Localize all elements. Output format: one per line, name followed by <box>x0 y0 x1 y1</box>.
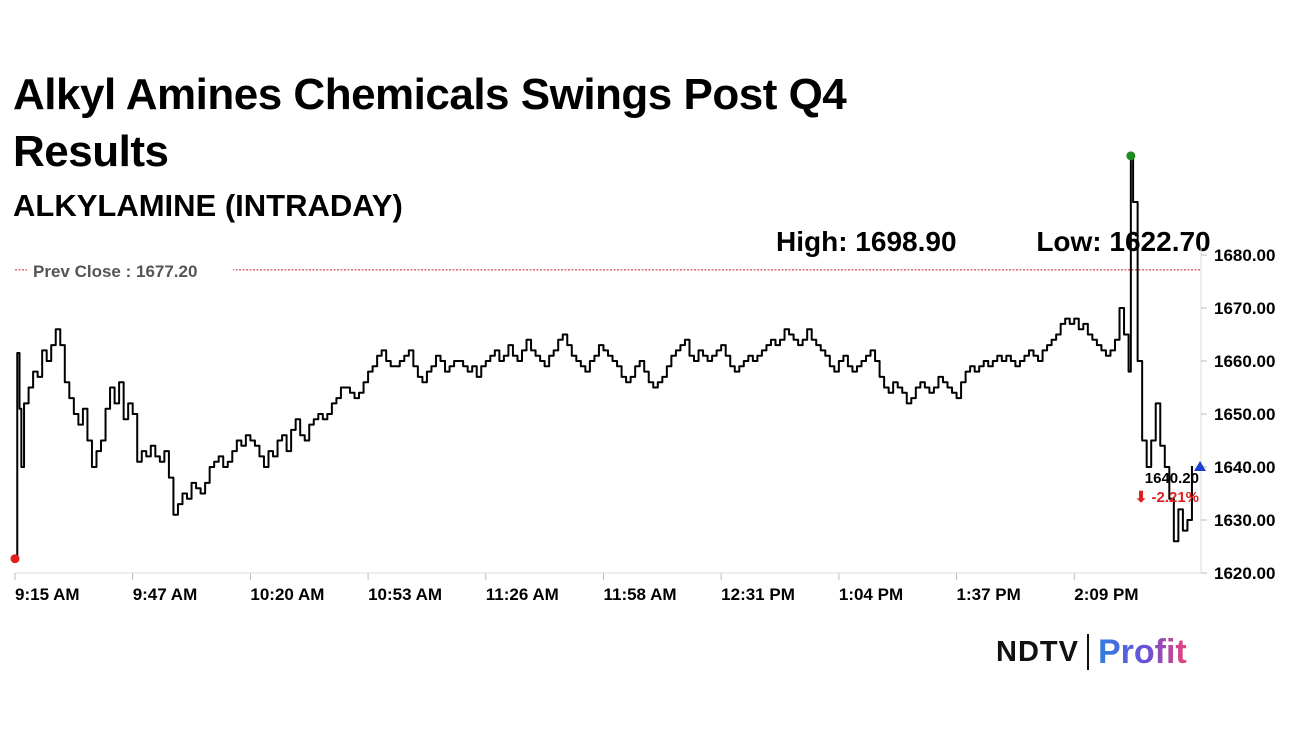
price-series-line <box>15 153 1193 560</box>
ndtv-logo-text: NDTV <box>996 635 1079 668</box>
ndtv-profit-logo: NDTV Profit <box>996 632 1187 672</box>
y-tick-label: 1680.00 <box>1214 246 1275 265</box>
y-tick-label: 1620.00 <box>1214 564 1275 583</box>
last-price-marker <box>1194 460 1206 471</box>
x-tick-label: 11:26 AM <box>486 585 559 604</box>
high-label: High: 1698.90 <box>776 226 957 257</box>
x-tick-label: 10:53 AM <box>368 585 442 604</box>
high-low-stats: High: 1698.90 Low: 1622.70 <box>776 226 1211 258</box>
prev-close-label: Prev Close : 1677.20 <box>33 262 197 281</box>
x-axis: 9:15 AM 9:47 AM 10:20 AM 10:53 AM 11:26 AM 11… <box>14 572 1201 604</box>
y-tick-label: 1670.00 <box>1214 299 1275 318</box>
y-axis: 1680.00 1670.00 1660.00 1650.00 1640.00 1630.… <box>1200 246 1275 583</box>
logo-separator <box>1086 634 1089 670</box>
x-tick-label: 11:58 AM <box>603 585 676 604</box>
x-tick-label: 9:47 AM <box>133 585 198 604</box>
prev-close-label-bg <box>27 259 233 280</box>
x-tick-label: 9:15 AM <box>15 585 80 604</box>
low-label: Low: 1622.70 <box>1036 226 1211 257</box>
page-title: Alkyl Amines Chemicals Swings Post Q4 Re… <box>13 70 847 176</box>
x-tick-label: 1:37 PM <box>957 585 1021 604</box>
y-tick-label: 1640.00 <box>1214 458 1275 477</box>
profit-logo-text: Profit <box>1097 632 1187 671</box>
x-tick-label: 1:04 PM <box>839 585 903 604</box>
chart-subtitle: ALKYLAMINE (INTRADAY) <box>13 188 403 223</box>
y-tick-label: 1630.00 <box>1214 511 1275 530</box>
x-tick-label: 10:20 AM <box>250 585 324 604</box>
y-tick-label: 1660.00 <box>1214 352 1275 371</box>
x-tick-label: 2:09 PM <box>1074 585 1138 604</box>
high-marker <box>1126 151 1136 161</box>
y-tick-label: 1650.00 <box>1214 405 1275 424</box>
change-percent-label: ⬇ -2.21% <box>1135 489 1199 506</box>
markers <box>10 151 1206 564</box>
low-marker <box>10 554 20 564</box>
x-tick-label: 12:31 PM <box>721 585 795 604</box>
last-price-label: 1640.20 <box>1145 470 1199 487</box>
